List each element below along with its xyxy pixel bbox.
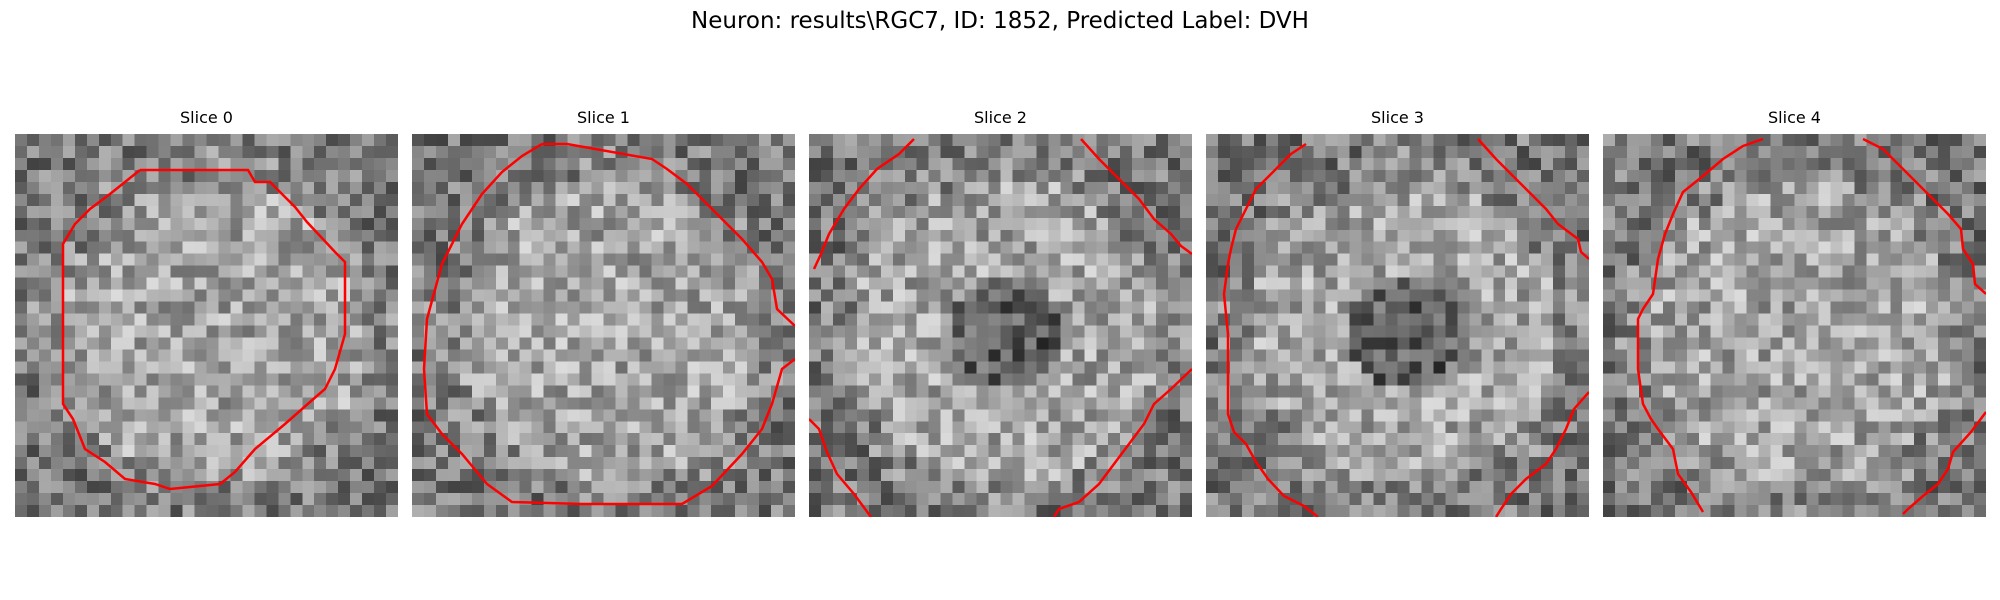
roi-contour — [422, 142, 795, 506]
slice-image — [412, 134, 795, 517]
slice-image — [809, 134, 1192, 517]
slice-panel: Slice 1 — [412, 108, 795, 517]
roi-contour — [1222, 138, 1589, 517]
slice-title: Slice 4 — [1768, 108, 1821, 127]
roi-contour — [61, 168, 347, 491]
figure-title: Neuron: results\RGC7, ID: 1852, Predicte… — [691, 8, 1309, 34]
slice-panel: Slice 4 — [1603, 108, 1986, 517]
slice-title: Slice 2 — [974, 108, 1027, 127]
slice-panel: Slice 0 — [15, 108, 398, 517]
roi-contour — [809, 138, 1192, 517]
slice-title: Slice 3 — [1371, 108, 1424, 127]
slice-title: Slice 1 — [577, 108, 630, 127]
slice-image — [1206, 134, 1589, 517]
slice-panel: Slice 2 — [809, 108, 1192, 517]
slice-image — [1603, 134, 1986, 517]
slice-title: Slice 0 — [180, 108, 233, 127]
slice-image — [15, 134, 398, 517]
slice-panel: Slice 3 — [1206, 108, 1589, 517]
roi-contour — [1636, 137, 1986, 515]
